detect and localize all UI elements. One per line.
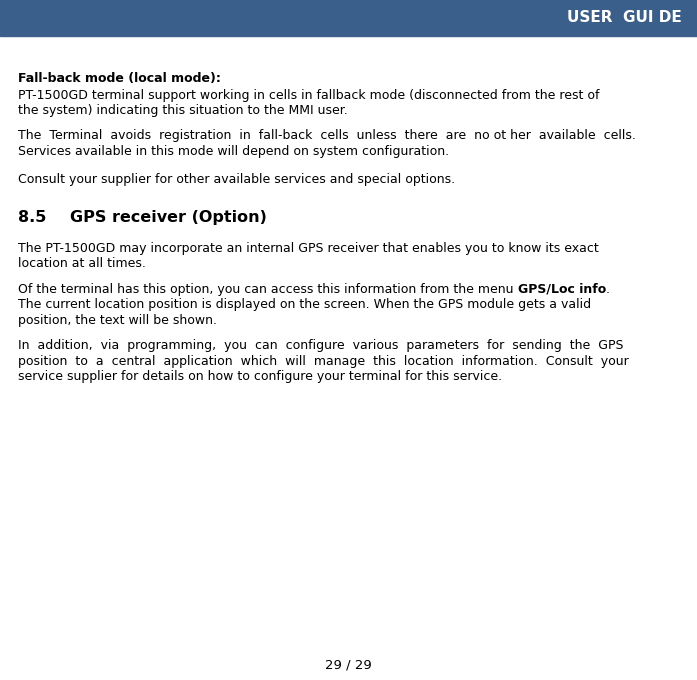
Text: Fall-back mode (local mode):: Fall-back mode (local mode): [18, 72, 221, 85]
Text: USER  GUI DE: USER GUI DE [567, 10, 682, 25]
Text: In  addition,  via  programming,  you  can  configure  various  parameters  for : In addition, via programming, you can co… [18, 339, 624, 352]
Text: GPS receiver (Option): GPS receiver (Option) [70, 210, 267, 225]
Text: Services available in this mode will depend on system configuration.: Services available in this mode will dep… [18, 145, 449, 158]
Text: 8.5: 8.5 [18, 210, 47, 225]
Text: Consult your supplier for other available services and special options.: Consult your supplier for other availabl… [18, 173, 455, 186]
Text: .: . [606, 283, 610, 296]
Text: GPS/Loc info: GPS/Loc info [517, 283, 606, 296]
Text: 29 / 29: 29 / 29 [325, 658, 372, 672]
Text: the system) indicating this situation to the MMI user.: the system) indicating this situation to… [18, 104, 348, 117]
Bar [0, 0, 697, 36]
Text: location at all times.: location at all times. [18, 257, 146, 270]
Text: The  Terminal  avoids  registration  in  fall-back  cells  unless  there  are  n: The Terminal avoids registration in fall… [18, 129, 636, 143]
Text: PT-1500GD terminal support working in cells in fallback mode (disconnected from : PT-1500GD terminal support working in ce… [18, 88, 599, 101]
Text: position  to  a  central  application  which  will  manage  this  location  info: position to a central application which … [18, 355, 629, 368]
Text: The PT-1500GD may incorporate an internal GPS receiver that enables you to know : The PT-1500GD may incorporate an interna… [18, 241, 599, 255]
Text: position, the text will be shown.: position, the text will be shown. [18, 313, 217, 326]
Text: The current location position is displayed on the screen. When the GPS module ge: The current location position is display… [18, 299, 591, 311]
Text: Of the terminal has this option, you can access this information from the menu: Of the terminal has this option, you can… [18, 283, 517, 296]
Text: service supplier for details on how to configure your terminal for this service.: service supplier for details on how to c… [18, 370, 502, 384]
